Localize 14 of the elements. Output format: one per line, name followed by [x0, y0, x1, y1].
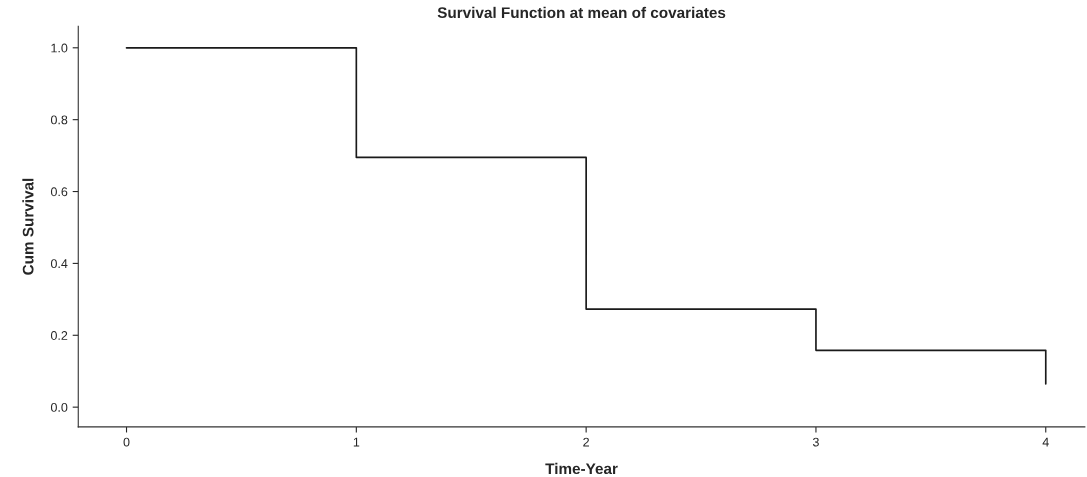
x-tick-label: 2: [583, 437, 589, 447]
x-tick-label: 3: [812, 437, 819, 447]
x-tick-label: 1: [353, 437, 360, 447]
x-tick-label: 0: [123, 437, 130, 447]
x-tick-label: 4: [1042, 437, 1049, 447]
y-tick-label: 0.8: [50, 115, 68, 125]
x-axis-title: Time-Year: [545, 462, 618, 475]
y-tick-label: 0.6: [50, 187, 68, 197]
y-tick-label: 0.2: [50, 331, 68, 340]
y-axis-title: Cum Survival: [22, 178, 34, 275]
y-tick-label: 0.0: [50, 402, 68, 412]
y-tick-label: 0.4: [50, 259, 68, 269]
chart-title: Survival Function at mean of covariates: [437, 6, 726, 19]
y-tick-label: 1.0: [51, 43, 68, 53]
